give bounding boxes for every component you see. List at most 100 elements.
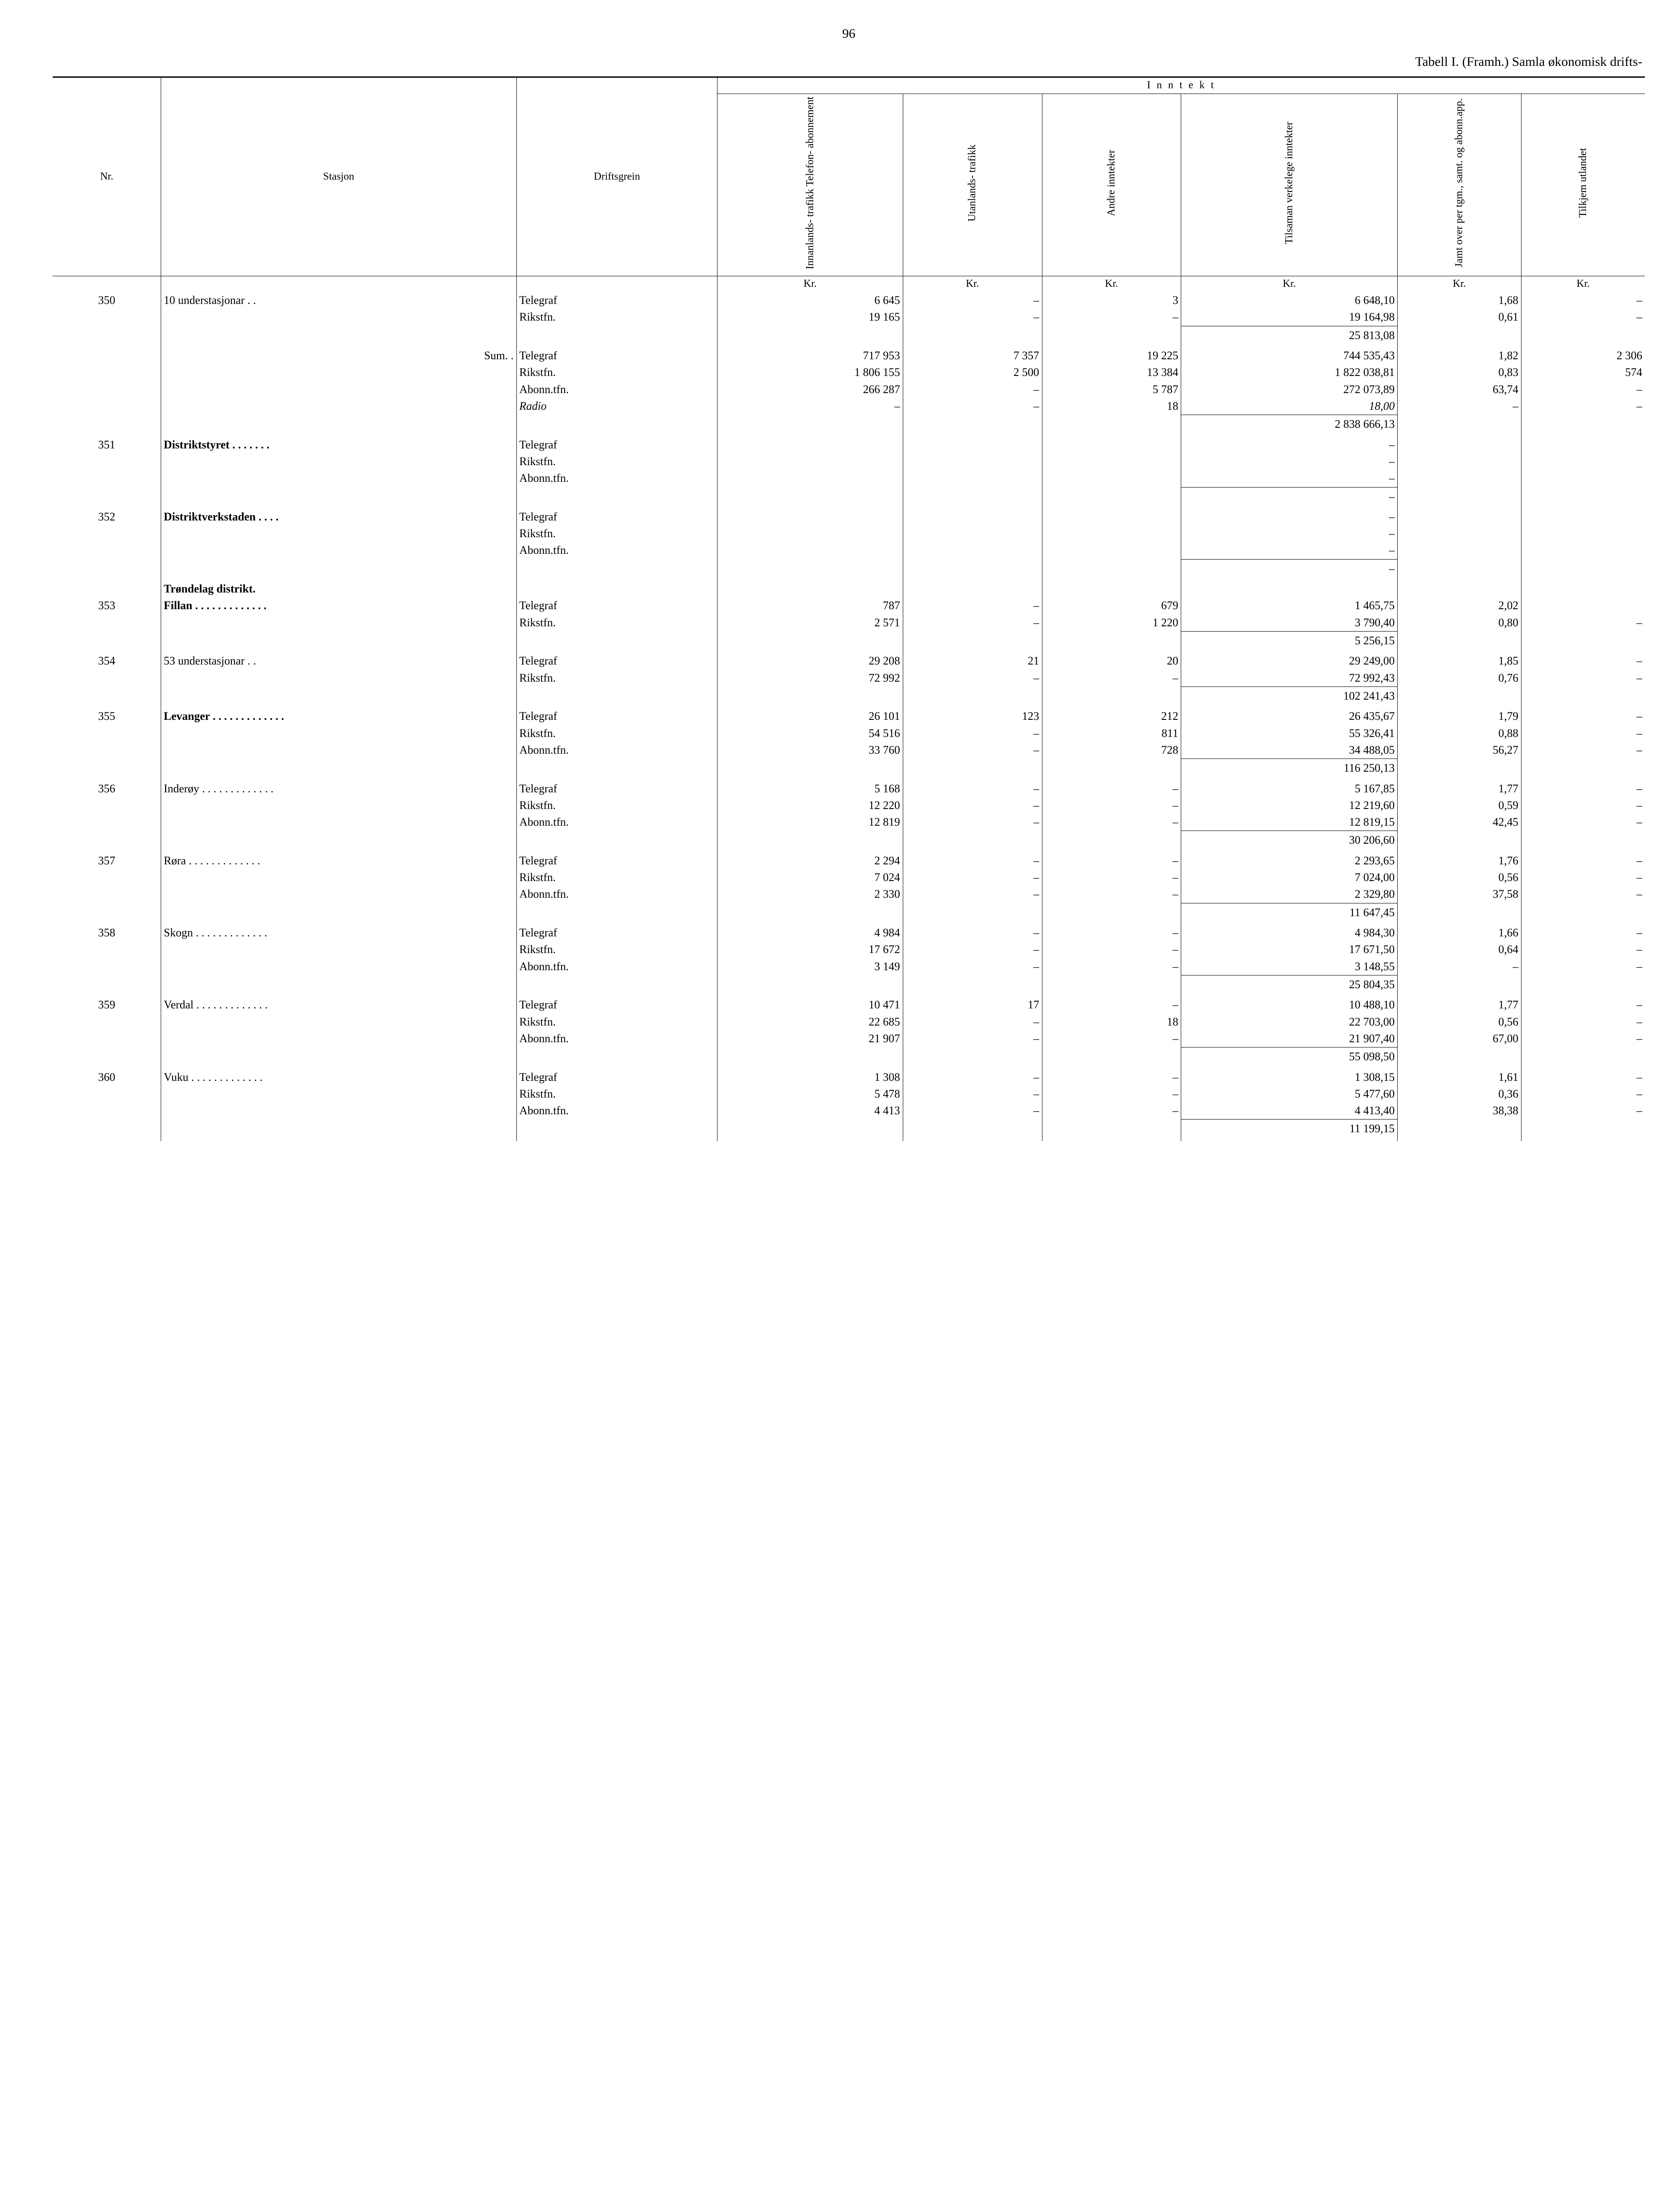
- table-row: Abonn.tfn.12 819––12 819,1542,45–: [53, 814, 1645, 831]
- row-nr: 356: [53, 780, 161, 797]
- table-row: Rikstfn.5 478––5 477,600,36–: [53, 1086, 1645, 1102]
- station-name: Distriktverkstaden: [161, 509, 516, 525]
- header-col3: Andre inntekter: [1042, 94, 1181, 276]
- header-col6: Tilkjem utlandet: [1521, 94, 1645, 276]
- table-row: 355LevangerTelegraf26 10112321226 435,67…: [53, 708, 1645, 725]
- driftsgrein: Rikstfn.: [516, 941, 717, 958]
- driftsgrein: Rikstfn.: [516, 453, 717, 470]
- driftsgrein: Abonn.tfn.: [516, 542, 717, 559]
- table-row: 351DistriktstyretTelegraf–: [53, 437, 1645, 453]
- row-nr: [53, 347, 161, 364]
- table-row: 356InderøyTelegraf5 168––5 167,851,77–: [53, 780, 1645, 797]
- table-row: Abonn.tfn.–: [53, 470, 1645, 487]
- kr-6: Kr.: [1521, 276, 1645, 292]
- row-nr: [53, 1030, 161, 1047]
- header-col5: Jamt over per tgm., samt. og abonn.app.: [1398, 94, 1521, 276]
- table-row: Rikstfn.1 806 1552 50013 3841 822 038,81…: [53, 364, 1645, 381]
- driftsgrein: Rikstfn.: [516, 309, 717, 326]
- table-row: Rikstfn.54 516–81155 326,410,88–: [53, 725, 1645, 742]
- subtotal-row: 55 098,50: [53, 1047, 1645, 1069]
- driftsgrein: Rikstfn.: [516, 725, 717, 742]
- table-row: Abonn.tfn.–: [53, 542, 1645, 559]
- station-name: Skogn: [161, 925, 516, 941]
- table-row: Abonn.tfn.2 330––2 329,8037,58–: [53, 886, 1645, 903]
- driftsgrein: Telegraf: [516, 597, 717, 614]
- kr-2: Kr.: [903, 276, 1042, 292]
- driftsgrein: Rikstfn.: [516, 364, 717, 381]
- table-row: Abonn.tfn.266 287–5 787272 073,8963,74–: [53, 381, 1645, 398]
- table-row: 35010 understasjonarTelegraf6 645–36 648…: [53, 292, 1645, 309]
- row-nr: 358: [53, 925, 161, 941]
- row-nr: [53, 453, 161, 470]
- table-row: Abonn.tfn.4 413––4 413,4038,38–: [53, 1102, 1645, 1120]
- driftsgrein: Telegraf: [516, 347, 717, 364]
- subtotal-value: 102 241,43: [1181, 686, 1398, 708]
- row-nr: [53, 309, 161, 326]
- row-nr: 359: [53, 997, 161, 1013]
- table-body: 35010 understasjonarTelegraf6 645–36 648…: [53, 292, 1645, 1141]
- row-nr: 350: [53, 292, 161, 309]
- table-row: 353FillanTelegraf787–6791 465,752,02: [53, 597, 1645, 614]
- subtotal-row: –: [53, 559, 1645, 581]
- subtotal-value: 30 206,60: [1181, 831, 1398, 852]
- driftsgrein: Rikstfn.: [516, 869, 717, 886]
- subtotal-row: 102 241,43: [53, 686, 1645, 708]
- driftsgrein: Rikstfn.: [516, 1086, 717, 1102]
- subtotal-row: 116 250,13: [53, 759, 1645, 780]
- driftsgrein: Abonn.tfn.: [516, 1102, 717, 1120]
- table-row: Rikstfn.7 024––7 024,000,56–: [53, 869, 1645, 886]
- section-heading-row: Trøndelag distrikt.: [53, 581, 1645, 597]
- subtotal-row: 25 804,35: [53, 975, 1645, 997]
- station-name: Distriktstyret: [161, 437, 516, 453]
- row-nr: [53, 869, 161, 886]
- table-row: Rikstfn.12 220––12 219,600,59–: [53, 797, 1645, 814]
- driftsgrein: Rikstfn.: [516, 1014, 717, 1030]
- row-nr: [53, 542, 161, 559]
- row-nr: [53, 725, 161, 742]
- header-col4: Tilsaman verkelege inntekter: [1181, 94, 1398, 276]
- header-driftsgrein: Driftsgrein: [516, 77, 717, 276]
- station-name: Røra: [161, 852, 516, 869]
- driftsgrein: Rikstfn.: [516, 614, 717, 632]
- subtotal-value: 25 813,08: [1181, 326, 1398, 347]
- header-inntekt: I n n t e k t: [717, 77, 1645, 94]
- driftsgrein: Radio: [516, 398, 717, 415]
- subtotal-row: 11 647,45: [53, 903, 1645, 925]
- kr-1: Kr.: [717, 276, 903, 292]
- table-row: Rikstfn.22 685–1822 703,000,56–: [53, 1014, 1645, 1030]
- subtotal-row: 5 256,15: [53, 632, 1645, 653]
- driftsgrein: Telegraf: [516, 708, 717, 725]
- driftsgrein: Telegraf: [516, 997, 717, 1013]
- kr-3: Kr.: [1042, 276, 1181, 292]
- station-name: Vuku: [161, 1069, 516, 1086]
- subtotal-value: 11 199,15: [1181, 1120, 1398, 1141]
- table-row: 35453 understasjonarTelegraf29 208212029…: [53, 653, 1645, 669]
- row-nr: 360: [53, 1069, 161, 1086]
- table-row: Rikstfn.19 165––19 164,980,61–: [53, 309, 1645, 326]
- driftsgrein: Abonn.tfn.: [516, 958, 717, 975]
- row-nr: [53, 742, 161, 759]
- driftsgrein: Telegraf: [516, 292, 717, 309]
- row-nr: 354: [53, 653, 161, 669]
- section-heading: Trøndelag distrikt.: [161, 581, 516, 597]
- driftsgrein: Rikstfn.: [516, 525, 717, 542]
- row-nr: [53, 958, 161, 975]
- driftsgrein: Telegraf: [516, 780, 717, 797]
- table-title: Tabell I. (Framh.) Samla økonomisk drift…: [53, 54, 1645, 69]
- table-row: Sum. .Telegraf717 9537 35719 225744 535,…: [53, 347, 1645, 364]
- table-row: Rikstfn.–: [53, 453, 1645, 470]
- table-row: Rikstfn.17 672––17 671,500,64–: [53, 941, 1645, 958]
- row-nr: [53, 941, 161, 958]
- table-row: 359VerdalTelegraf10 47117–10 488,101,77–: [53, 997, 1645, 1013]
- subtotal-value: 11 647,45: [1181, 903, 1398, 925]
- subtotal-value: –: [1181, 487, 1398, 509]
- table-row: Rikstfn.72 992––72 992,430,76–: [53, 670, 1645, 687]
- table-header: Nr. Stasjon Driftsgrein I n n t e k t In…: [53, 77, 1645, 293]
- row-nr: [53, 364, 161, 381]
- table-row: Abonn.tfn.21 907––21 907,4067,00–: [53, 1030, 1645, 1047]
- subtotal-value: 2 838 666,13: [1181, 415, 1398, 437]
- driftsgrein: Abonn.tfn.: [516, 814, 717, 831]
- row-nr: [53, 398, 161, 415]
- row-nr: 357: [53, 852, 161, 869]
- table-row: 357RøraTelegraf2 294––2 293,651,76–: [53, 852, 1645, 869]
